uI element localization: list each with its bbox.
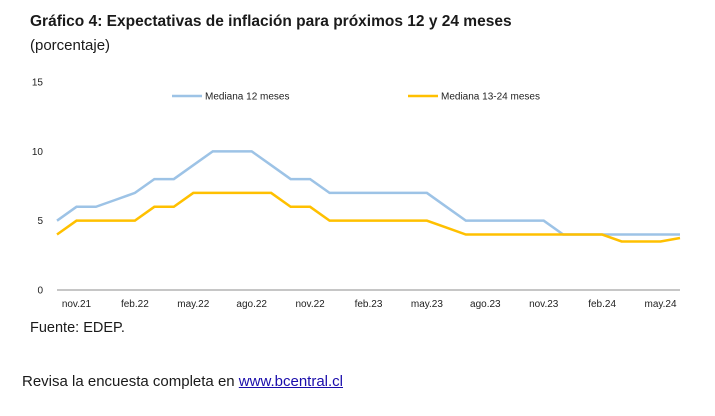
bcentral-link[interactable]: www.bcentral.cl	[238, 373, 343, 390]
legend-label-1: Mediana 12 meses	[205, 92, 290, 103]
legend-label-2: Mediana 13-24 meses	[441, 92, 540, 103]
chart-title: Gráfico 4: Expectativas de inflación par…	[30, 13, 512, 30]
x-tick-label: may.24	[645, 299, 677, 310]
y-tick-label: 5	[37, 216, 43, 227]
series-line-2	[56, 191, 681, 243]
x-tick-label: ago.23	[470, 299, 501, 310]
footer-prefix: Revisa la encuesta completa en	[22, 373, 239, 390]
x-tick-label: feb.24	[588, 299, 616, 310]
x-tick-label: ago.22	[236, 299, 267, 310]
y-tick-label: 0	[37, 286, 43, 297]
x-tick-label: feb.22	[121, 299, 149, 310]
x-tick-label: may.23	[411, 299, 443, 310]
footer-text: Revisa la encuesta completa en www.bcent…	[22, 373, 343, 390]
x-tick-label: feb.23	[355, 299, 383, 310]
x-tick-label: nov.21	[62, 299, 92, 310]
chart-subtitle: (porcentaje)	[30, 37, 111, 54]
y-tick-label: 10	[32, 147, 44, 158]
series-line-1	[56, 150, 680, 236]
x-tick-label: may.22	[177, 299, 209, 310]
line-chart: 0 5 10 15 nov.21 feb.22 may.22 ago.22 nov.22 feb…	[32, 78, 681, 310]
source-note: Fuente: EDEP.	[30, 320, 125, 336]
x-tick-label: nov.23	[529, 299, 559, 310]
x-tick-label: nov.22	[295, 299, 325, 310]
y-tick-label: 15	[32, 78, 44, 89]
